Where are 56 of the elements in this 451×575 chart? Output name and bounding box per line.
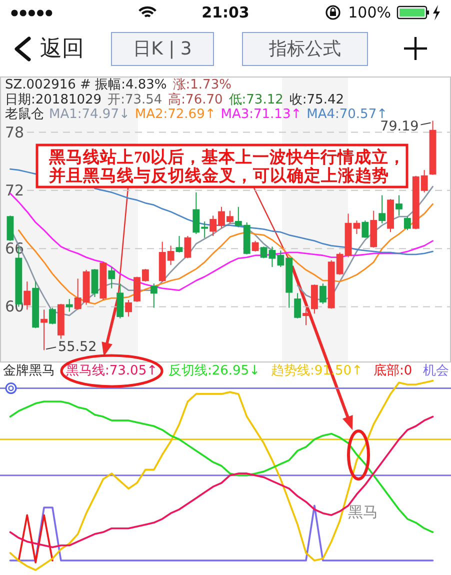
candlestick: [319, 282, 326, 304]
candlestick: [387, 198, 394, 233]
annotation: 涨:1.73%: [172, 78, 232, 92]
candlestick: [429, 120, 436, 176]
candlestick: [252, 240, 259, 252]
text: MA3:71.13↑: [220, 107, 302, 122]
y-tick-label: 72: [5, 181, 24, 200]
candlestick: [116, 282, 124, 319]
text: 指标公式: [268, 38, 341, 60]
candlestick: [49, 307, 56, 325]
text: 黑马线:73.05↑: [66, 364, 158, 378]
text: 机会: [423, 364, 450, 378]
annotation: 低:73.12: [228, 92, 284, 108]
annotation: 高:76.70: [168, 92, 223, 108]
annotation: 黑马线站上70以后，基本上一波快牛行情成立，: [48, 148, 406, 166]
candlestick: [404, 216, 411, 231]
candlestick: [108, 266, 116, 289]
annotation: 日期:20181029: [5, 92, 102, 108]
candlestick: [57, 303, 64, 340]
candlestick: [66, 298, 73, 312]
text: 21:03: [202, 4, 250, 22]
text: MA2:72.69↑: [134, 107, 216, 122]
candlestick: [150, 282, 158, 308]
candlestick: [24, 281, 31, 310]
candlestick: [353, 220, 360, 235]
candlestick: [32, 281, 40, 329]
candlestick: [294, 292, 302, 319]
text: 底部:0: [373, 364, 412, 378]
annotation: SZ.002916 # 振幅:4.83%: [5, 78, 167, 92]
text: 日K | 3: [133, 38, 192, 60]
candlestick: [6, 215, 14, 242]
annotation: 收:75.42: [289, 92, 344, 108]
annotation: 开:73.54: [108, 92, 162, 108]
y-tick-label: 78: [5, 123, 24, 142]
annotation: 黑马: [348, 503, 378, 521]
candlestick: [176, 235, 183, 253]
chart-title: 金牌黑马: [3, 364, 55, 378]
candlestick: [362, 220, 369, 238]
legend-title: 老鼠仓: [5, 107, 44, 122]
candlestick: [378, 194, 386, 224]
candlestick: [260, 246, 268, 259]
candlestick: [370, 210, 378, 248]
annotation: 并且黑马线与反切线金叉，可以确定上涨趋势: [48, 166, 389, 185]
candlestick: [184, 235, 192, 259]
annotation: 55.52: [58, 339, 97, 356]
candlestick: [396, 194, 402, 216]
text: 反切线:26.95↓: [168, 364, 260, 378]
text: 100%: [348, 4, 391, 22]
candlestick: [302, 308, 310, 326]
candlestick: [125, 299, 132, 317]
candlestick: [40, 309, 48, 351]
candlestick: [91, 268, 98, 298]
candlestick: [100, 262, 107, 300]
candlestick: [311, 284, 318, 314]
text: 返回: [40, 36, 84, 62]
text: MA1:74.97↓: [49, 107, 130, 122]
